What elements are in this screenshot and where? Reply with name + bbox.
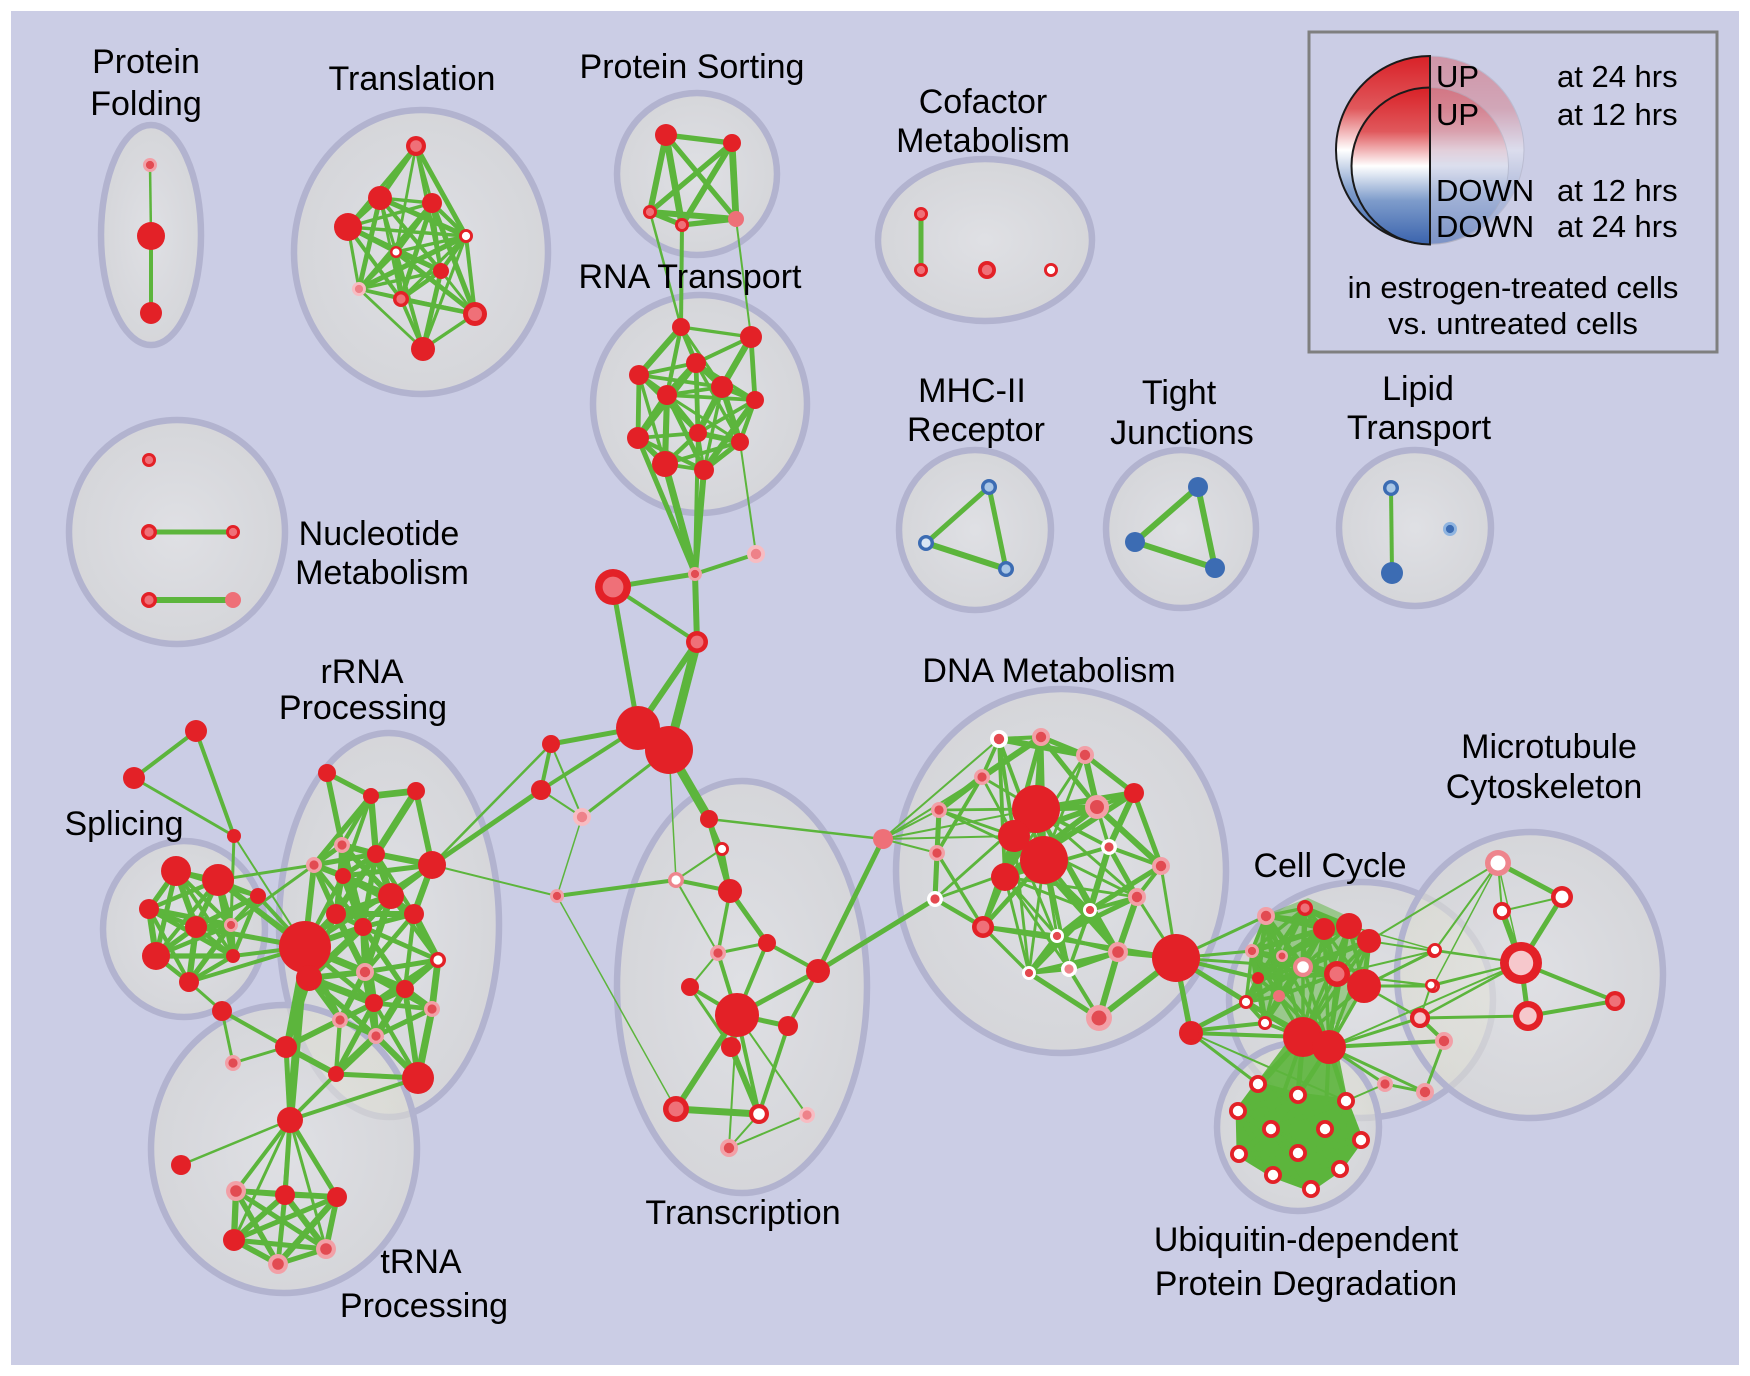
svg-text:Cell Cycle: Cell Cycle [1253, 847, 1406, 885]
svg-text:at 12 hrs: at 12 hrs [1557, 97, 1678, 132]
svg-text:Lipid: Lipid [1382, 370, 1454, 408]
svg-text:Metabolism: Metabolism [295, 554, 469, 592]
svg-text:Ubiquitin-dependent: Ubiquitin-dependent [1154, 1221, 1459, 1259]
svg-text:rRNA: rRNA [320, 653, 403, 691]
svg-text:Protein Degradation: Protein Degradation [1155, 1265, 1457, 1303]
svg-text:Processing: Processing [340, 1287, 508, 1325]
svg-text:vs. untreated cells: vs. untreated cells [1388, 306, 1638, 341]
svg-text:in estrogen-treated cells: in estrogen-treated cells [1348, 270, 1679, 305]
svg-text:Protein Sorting: Protein Sorting [580, 48, 805, 86]
svg-text:Translation: Translation [329, 60, 496, 98]
svg-text:Microtubule: Microtubule [1461, 728, 1637, 766]
svg-text:Metabolism: Metabolism [896, 122, 1070, 160]
svg-text:Junctions: Junctions [1110, 414, 1254, 452]
svg-text:Nucleotide: Nucleotide [299, 515, 460, 553]
svg-text:DOWN: DOWN [1436, 173, 1534, 208]
svg-text:UP: UP [1436, 97, 1479, 132]
svg-text:Cofactor: Cofactor [919, 83, 1048, 121]
svg-text:tRNA: tRNA [380, 1243, 462, 1281]
svg-text:at 24 hrs: at 24 hrs [1557, 209, 1678, 244]
svg-text:Splicing: Splicing [64, 805, 183, 843]
svg-text:DNA Metabolism: DNA Metabolism [922, 652, 1175, 690]
svg-text:Transcription: Transcription [645, 1194, 840, 1232]
svg-text:Cytoskeleton: Cytoskeleton [1446, 768, 1643, 806]
svg-text:at 24 hrs: at 24 hrs [1557, 59, 1678, 94]
svg-text:UP: UP [1436, 59, 1479, 94]
svg-text:Transport: Transport [1347, 409, 1492, 447]
svg-text:MHC-II: MHC-II [918, 372, 1026, 410]
svg-text:DOWN: DOWN [1436, 209, 1534, 244]
svg-text:Tight: Tight [1142, 374, 1217, 412]
svg-text:Receptor: Receptor [907, 411, 1045, 449]
svg-text:Protein: Protein [92, 43, 200, 81]
svg-text:RNA Transport: RNA Transport [579, 258, 803, 296]
svg-text:Folding: Folding [90, 85, 202, 123]
svg-text:at 12 hrs: at 12 hrs [1557, 173, 1678, 208]
svg-text:Processing: Processing [279, 689, 447, 727]
